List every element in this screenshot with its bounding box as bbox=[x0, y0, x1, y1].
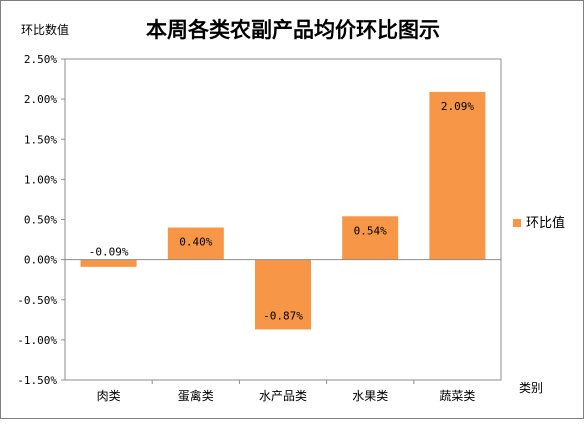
data-label: 0.54% bbox=[354, 224, 387, 237]
y-axis-label: 环比数值 bbox=[21, 22, 69, 37]
y-tick-label: -0.50% bbox=[17, 294, 57, 307]
labels-layer: -0.09% 肉类 0.40% 蛋禽类 -0.87% 水产品类 0.54% 水果类 2.09% 蔬… bbox=[89, 100, 476, 403]
bar bbox=[167, 227, 224, 260]
bar bbox=[80, 259, 137, 267]
legend-label: 环比值 bbox=[526, 215, 565, 231]
data-label: -0.87% bbox=[263, 309, 303, 322]
legend: 环比值 bbox=[513, 215, 565, 231]
bars-layer bbox=[80, 91, 486, 330]
legend-swatch bbox=[513, 219, 521, 227]
data-label: 2.09% bbox=[441, 100, 474, 113]
data-label: -0.09% bbox=[89, 246, 129, 259]
x-tick-label: 蛋禽类 bbox=[178, 388, 214, 403]
data-label: 0.40% bbox=[179, 236, 212, 249]
y-tick-label: -1.50% bbox=[17, 374, 57, 387]
axis-layer: 2.50% 2.00% 1.50% 1.00% 0.50% 0.00% -0.50% -1.0… bbox=[17, 53, 501, 387]
y-tick-label: 0.00% bbox=[24, 254, 57, 267]
bar bbox=[255, 259, 311, 330]
chart-title: 本周各类农副产品均价环比图示 bbox=[146, 17, 440, 42]
y-tick-label: 0.50% bbox=[24, 214, 57, 227]
x-tick-label: 水果类 bbox=[352, 389, 388, 403]
x-axis-label: 类别 bbox=[519, 381, 543, 395]
bar bbox=[342, 216, 399, 260]
bar bbox=[429, 91, 486, 260]
y-tick-label: 2.50% bbox=[24, 53, 57, 66]
y-tick-label: 1.00% bbox=[24, 173, 57, 186]
y-tick-label: -1.00% bbox=[17, 334, 57, 347]
x-tick-label: 水产品类 bbox=[259, 389, 307, 403]
y-tick-label: 1.50% bbox=[24, 133, 57, 146]
x-tick-label: 蔬菜类 bbox=[439, 389, 475, 403]
x-tick-label: 肉类 bbox=[97, 389, 121, 403]
y-tick-label: 2.00% bbox=[24, 93, 57, 106]
